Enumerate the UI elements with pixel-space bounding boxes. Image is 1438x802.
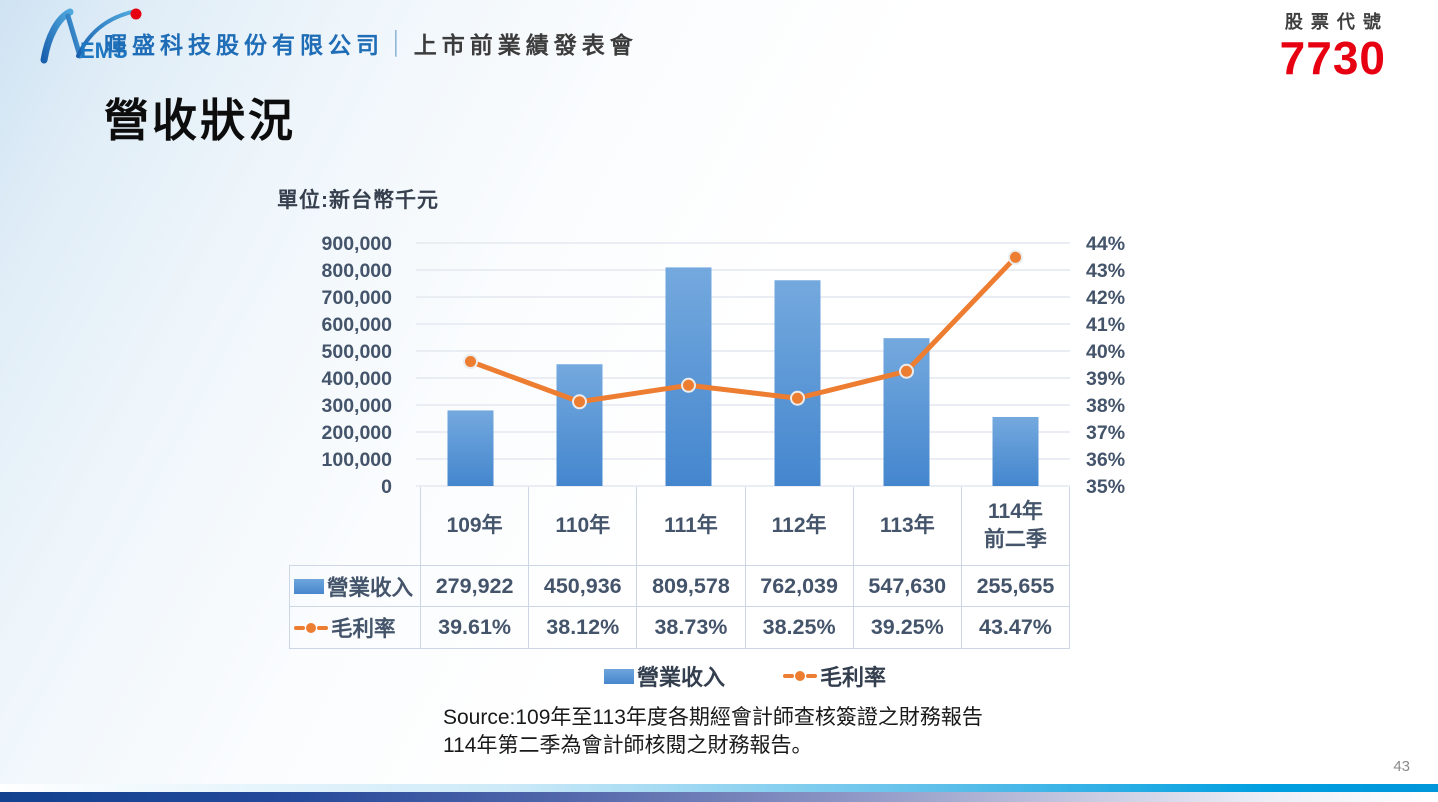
revenue-bar [665, 267, 712, 486]
footer-strip-top [0, 784, 1438, 792]
table-row-header: 毛利率 [289, 607, 420, 649]
margin-line-marker [790, 390, 805, 406]
left-axis-tick: 800,000 [322, 260, 393, 282]
logo-ems-text: EMS [80, 38, 128, 63]
x-axis-stub [289, 487, 420, 565]
right-axis-tick: 40% [1086, 341, 1125, 363]
right-axis-tick: 42% [1086, 287, 1125, 309]
left-axis-tick: 500,000 [322, 341, 393, 363]
table-cell: 43.47% [960, 607, 1071, 649]
table-cell: 255,655 [960, 566, 1071, 607]
x-axis-category: 109年 [420, 487, 528, 565]
left-axis-tick: 200,000 [322, 422, 393, 444]
right-axis-tick: 39% [1086, 368, 1125, 390]
stock-code-value: 7730 [1279, 32, 1386, 84]
left-axis-tick: 900,000 [322, 233, 393, 255]
table-row: 營業收入 279,922 450,936 809,578 762,039 547,630 2… [289, 566, 1071, 607]
x-axis-category: 113年 [852, 487, 961, 565]
left-axis-tick: 0 [381, 476, 392, 496]
company-logo: EMS [40, 8, 142, 64]
margin-line-marker [681, 377, 696, 393]
table-row-header: 營業收入 [289, 566, 420, 607]
header-separator: │ [390, 30, 404, 55]
revenue-bar-swatch-icon [603, 668, 634, 684]
right-axis-tick: 36% [1086, 449, 1125, 471]
left-axis-tick: 700,000 [322, 287, 393, 309]
header-line: 暉盛科技股份有限公司 │ 上市前業績發表會 [104, 26, 638, 60]
legend-item-margin: 毛利率 [783, 660, 886, 692]
source-line-1: Source:109年至113年度各期經會計師查核簽證之財務報告 [443, 706, 983, 729]
revenue-bar [883, 338, 930, 486]
table-cell: 547,630 [852, 566, 961, 607]
table-row: 毛利率 39.61% 38.12% 38.73% 38.25% 39.25% 43.47% [289, 607, 1071, 649]
logo-n-stroke [40, 8, 74, 64]
revenue-bar [447, 410, 494, 486]
revenue-bar [992, 416, 1039, 486]
table-row-label: 營業收入 [327, 575, 414, 600]
logo-red-dot-icon [130, 8, 142, 20]
right-axis-tick: 44% [1086, 233, 1125, 255]
table-cell: 39.25% [852, 607, 961, 649]
table-cell: 38.25% [744, 607, 853, 649]
revenue-chart: 0 35% 100,000 36% 200,000 37% 300,000 38% 400,00… [322, 233, 1126, 496]
right-axis-tick: 43% [1086, 260, 1125, 282]
stock-code-block: 股票代號 7730 [1280, 8, 1386, 82]
footer-strip-bottom [0, 792, 1438, 802]
table-cell: 38.12% [528, 607, 637, 649]
revenue-bar [774, 280, 821, 486]
x-axis-category: 114年 前二季 [960, 487, 1071, 565]
table-cell: 809,578 [636, 566, 745, 607]
left-axis-tick: 300,000 [322, 395, 393, 417]
x-axis-category: 110年 [528, 487, 636, 565]
page-title: 營收狀況 [104, 95, 297, 146]
legend-margin-label: 毛利率 [820, 665, 887, 690]
chart-legend: 營業收入 毛利率 [420, 660, 1070, 692]
table-cell: 39.61% [420, 607, 529, 649]
logo-n-diagonal [65, 13, 83, 59]
right-axis-tick: 37% [1086, 422, 1125, 444]
margin-line-marker [1008, 249, 1023, 265]
left-axis-tick: 400,000 [322, 368, 393, 390]
left-axis-tick: 600,000 [322, 314, 393, 336]
margin-line-marker [899, 363, 914, 379]
source-note: Source:109年至113年度各期經會計師查核簽證之財務報告 114年第二季… [443, 704, 983, 760]
right-axis-tick: 35% [1086, 476, 1125, 496]
margin-line-marker [463, 354, 478, 370]
stock-code-label: 股票代號 [1284, 12, 1389, 32]
logo-swoosh [76, 10, 134, 58]
right-axis-tick: 38% [1086, 395, 1125, 417]
x-axis-category: 112年 [744, 487, 853, 565]
left-axis-tick: 100,000 [322, 449, 393, 471]
margin-line [468, 254, 1018, 405]
revenue-bar [556, 364, 603, 486]
revenue-bar-swatch-icon [294, 578, 324, 594]
table-cell: 38.73% [636, 607, 745, 649]
margin-line-swatch-icon [294, 622, 328, 633]
x-axis-category-row: 109年 110年 111年 112年 113年 114年 前二季 [289, 487, 1071, 565]
table-cell: 762,039 [744, 566, 853, 607]
page-number: 43 [1393, 758, 1410, 775]
x-axis-category: 111年 [636, 487, 744, 565]
source-line-2: 114年第二季為會計師核閱之財務報告。 [443, 734, 813, 757]
table-cell: 279,922 [420, 566, 529, 607]
margin-line-marker [572, 394, 587, 410]
event-name: 上市前業績發表會 [413, 32, 638, 58]
table-cell: 450,936 [528, 566, 637, 607]
company-name: 暉盛科技股份有限公司 [104, 32, 384, 58]
legend-revenue-label: 營業收入 [636, 665, 725, 690]
legend-item-revenue: 營業收入 [603, 660, 725, 692]
margin-line-swatch-icon [783, 671, 817, 681]
table-row-label: 毛利率 [331, 617, 396, 641]
right-axis-tick: 41% [1086, 314, 1125, 336]
unit-label: 單位:新台幣千元 [277, 189, 439, 212]
chart-data-table: 營業收入 279,922 450,936 809,578 762,039 547,630 2… [289, 565, 1071, 649]
